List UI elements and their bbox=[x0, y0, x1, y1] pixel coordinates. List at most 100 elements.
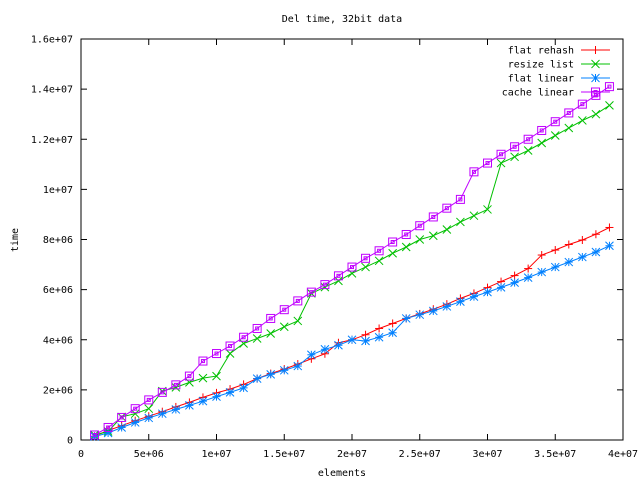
data-point bbox=[456, 297, 465, 307]
data-point bbox=[469, 211, 479, 221]
y-tick-label: 1.2e+07 bbox=[31, 135, 73, 146]
data-point bbox=[455, 194, 465, 204]
data-point bbox=[483, 205, 492, 214]
data-point bbox=[103, 428, 113, 438]
data-point bbox=[320, 282, 330, 292]
data-point bbox=[266, 369, 276, 379]
data-point bbox=[347, 335, 357, 345]
x-tick-label: 2e+07 bbox=[337, 449, 367, 460]
data-point bbox=[293, 296, 303, 306]
series-flat-linear bbox=[90, 241, 614, 441]
data-point bbox=[320, 280, 330, 290]
data-point bbox=[306, 350, 316, 360]
data-point bbox=[496, 158, 506, 168]
data-point bbox=[388, 237, 398, 247]
data-point bbox=[578, 236, 587, 245]
x-tick-label: 4e+07 bbox=[608, 449, 638, 460]
x-tick-label: 0 bbox=[78, 449, 84, 460]
data-point bbox=[523, 134, 533, 144]
data-point bbox=[320, 344, 330, 354]
data-point bbox=[130, 418, 140, 427]
data-point bbox=[171, 383, 181, 392]
data-point bbox=[293, 316, 303, 326]
data-point bbox=[239, 383, 248, 393]
data-point bbox=[388, 319, 397, 328]
data-point bbox=[293, 361, 303, 371]
legend-label: flat rehash bbox=[508, 46, 574, 57]
data-point bbox=[306, 287, 316, 297]
y-tick-label: 1e+07 bbox=[43, 185, 73, 196]
data-point bbox=[212, 392, 221, 401]
data-point bbox=[523, 146, 533, 155]
data-point bbox=[198, 373, 208, 383]
data-point bbox=[388, 248, 398, 258]
data-point bbox=[130, 409, 140, 419]
data-point bbox=[428, 212, 438, 222]
data-point bbox=[252, 323, 262, 333]
series-layer bbox=[90, 82, 614, 441]
data-point bbox=[144, 395, 154, 405]
x-tick-label: 2.5e+07 bbox=[399, 449, 441, 460]
legend-marker bbox=[591, 59, 600, 69]
data-point bbox=[537, 267, 547, 277]
data-point bbox=[198, 396, 208, 406]
data-point bbox=[523, 273, 533, 282]
data-point bbox=[361, 262, 370, 272]
data-point bbox=[279, 305, 289, 315]
data-point bbox=[442, 302, 452, 311]
x-tick-label: 1e+07 bbox=[201, 449, 231, 460]
data-point bbox=[577, 99, 587, 109]
legend-marker bbox=[591, 46, 600, 54]
data-point bbox=[428, 231, 438, 241]
data-point bbox=[550, 131, 560, 140]
data-point bbox=[496, 283, 506, 292]
data-point bbox=[239, 332, 249, 342]
data-point bbox=[184, 371, 194, 381]
x-tick-label: 3e+07 bbox=[472, 449, 502, 460]
chart-title: Del time, 32bit data bbox=[282, 14, 402, 25]
data-point bbox=[117, 423, 127, 432]
data-point bbox=[577, 252, 587, 262]
series-flat-rehash bbox=[90, 223, 614, 441]
data-point bbox=[415, 310, 425, 320]
legend-label: cache linear bbox=[502, 88, 574, 99]
legend-marker bbox=[591, 87, 600, 97]
data-point bbox=[171, 380, 181, 390]
data-point bbox=[185, 378, 194, 387]
legend-marker bbox=[591, 73, 600, 83]
axis-ticks: 0 5e+06 1e+07 1.5e+07 2e+07 2.5e+07 3e+07 3.5e+… bbox=[31, 35, 638, 461]
data-point bbox=[605, 241, 614, 251]
data-point bbox=[550, 117, 560, 127]
data-point bbox=[591, 230, 600, 239]
x-tick-label: 1.5e+07 bbox=[263, 449, 305, 460]
data-point bbox=[591, 247, 601, 257]
data-point bbox=[90, 430, 100, 440]
data-point bbox=[334, 340, 343, 350]
data-point bbox=[347, 262, 357, 272]
data-point bbox=[537, 125, 547, 135]
data-point bbox=[442, 225, 452, 234]
data-point bbox=[103, 422, 113, 432]
y-tick-label: 0 bbox=[67, 436, 73, 447]
data-point bbox=[388, 328, 398, 338]
y-tick-label: 1.4e+07 bbox=[31, 85, 73, 96]
data-point bbox=[375, 324, 384, 333]
x-tick-label: 5e+06 bbox=[134, 449, 164, 460]
data-point bbox=[428, 306, 438, 316]
data-point bbox=[185, 401, 194, 410]
data-point bbox=[252, 374, 262, 383]
data-point bbox=[279, 322, 289, 332]
data-point bbox=[401, 314, 411, 323]
data-point bbox=[524, 264, 533, 273]
data-point bbox=[605, 101, 614, 110]
data-point bbox=[374, 256, 384, 266]
data-point bbox=[564, 108, 574, 118]
data-point bbox=[144, 413, 154, 423]
data-point bbox=[361, 336, 370, 346]
series-cache-linear bbox=[90, 82, 614, 440]
data-point bbox=[333, 271, 343, 281]
data-point bbox=[577, 116, 587, 125]
data-point bbox=[604, 82, 614, 92]
y-axis-label: time bbox=[10, 228, 21, 252]
data-point bbox=[415, 235, 425, 244]
